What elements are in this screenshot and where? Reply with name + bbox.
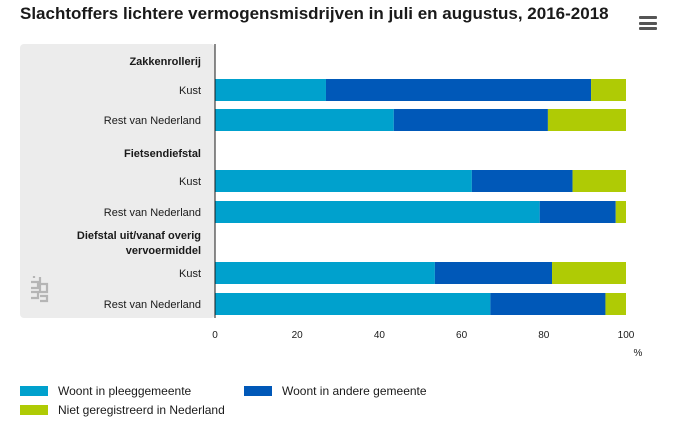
cbs-logo-stroke bbox=[31, 280, 40, 290]
category-label: Kust bbox=[179, 85, 201, 97]
x-tick-label: 40 bbox=[374, 330, 386, 341]
chart-title: Slachtoffers lichtere vermogensmisdrijve… bbox=[20, 4, 609, 23]
category-label: Kust bbox=[179, 176, 201, 188]
legend-label: Niet geregistreerd in Nederland bbox=[58, 403, 225, 417]
category-panel bbox=[20, 44, 215, 318]
cbs-logo-stroke bbox=[40, 294, 49, 303]
bar-segment bbox=[490, 293, 606, 315]
legend-swatch bbox=[20, 386, 48, 396]
bar-segment bbox=[434, 262, 553, 284]
bar-segment bbox=[591, 79, 626, 101]
bar-segment bbox=[215, 293, 491, 315]
bar-segment bbox=[547, 109, 626, 131]
bar-segment bbox=[539, 201, 616, 223]
cbs-logo-icon bbox=[31, 276, 49, 303]
legend-item-woont-in-andere-gemeente[interactable]: Woont in andere gemeente bbox=[244, 384, 427, 398]
bar-segment bbox=[215, 262, 435, 284]
x-axis-unit: % bbox=[634, 348, 643, 359]
cbs-logo-stroke bbox=[38, 282, 49, 294]
category-label: Rest van Nederland bbox=[104, 299, 201, 311]
bar-segment bbox=[393, 109, 548, 131]
x-tick-label: 20 bbox=[292, 330, 304, 341]
x-tick-label: 100 bbox=[618, 330, 635, 341]
bar-segment bbox=[215, 109, 394, 131]
bar-segment bbox=[605, 293, 626, 315]
x-tick-label: 0 bbox=[212, 330, 218, 341]
category-label: Rest van Nederland bbox=[104, 207, 201, 219]
legend-swatch bbox=[20, 405, 48, 415]
legend-swatch bbox=[244, 386, 272, 396]
bar-segment bbox=[572, 170, 626, 192]
bar-segment bbox=[215, 79, 326, 101]
bar-segment bbox=[215, 201, 540, 223]
group-label: Diefstal uit/vanaf overig bbox=[77, 230, 201, 242]
x-tick-label: 60 bbox=[456, 330, 468, 341]
category-label: Rest van Nederland bbox=[104, 115, 201, 127]
legend-label: Woont in pleeggemeente bbox=[58, 384, 192, 398]
legend-item-woont-in-pleeggemeente[interactable]: Woont in pleeggemeente bbox=[20, 384, 191, 398]
bar-segment bbox=[552, 262, 626, 284]
bar-segment bbox=[615, 201, 626, 223]
bar-segment bbox=[471, 170, 573, 192]
legend-item-niet-geregistreerd[interactable]: Niet geregistreerd in Nederland bbox=[20, 403, 225, 417]
hamburger-menu-icon[interactable] bbox=[639, 16, 657, 30]
category-label: Kust bbox=[179, 268, 201, 280]
cbs-logo-stroke bbox=[31, 290, 40, 300]
bar-segment bbox=[215, 170, 472, 192]
group-label: Zakkenrollerij bbox=[129, 56, 201, 68]
legend-label: Woont in andere gemeente bbox=[282, 384, 427, 398]
group-label: vervoermiddel bbox=[126, 245, 201, 257]
bar-segment bbox=[325, 79, 592, 101]
x-tick-label: 80 bbox=[538, 330, 550, 341]
group-label: Fietsendiefstal bbox=[124, 148, 201, 160]
